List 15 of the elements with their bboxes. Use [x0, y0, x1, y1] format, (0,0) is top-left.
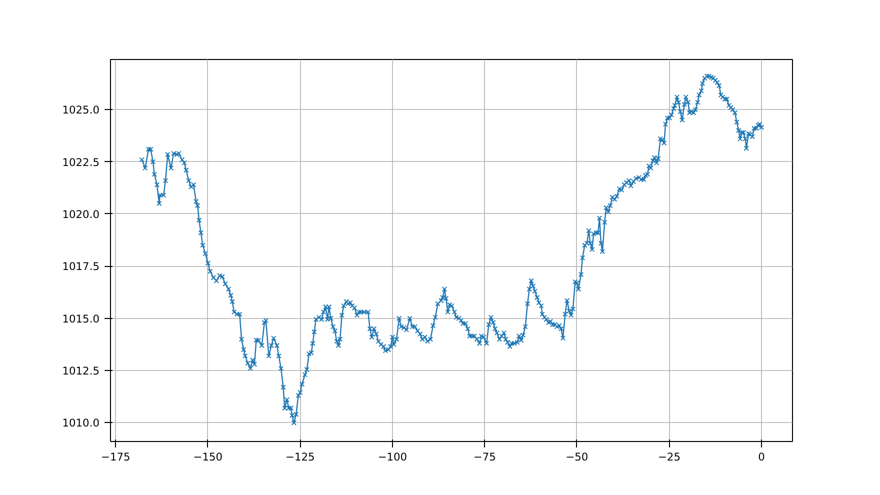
y-tick-label: 1015.0: [62, 312, 100, 326]
x-tick-label: −150: [193, 450, 223, 464]
y-tick-label: 1010.0: [62, 416, 100, 430]
y-tick-label: 1017.5: [62, 260, 100, 274]
y-tick-label: 1022.5: [62, 156, 100, 169]
x-tick-label: −175: [101, 450, 130, 464]
y-tick-label: 1025.0: [62, 104, 100, 117]
y-tick-label: 1020.0: [62, 208, 100, 221]
y-tick-label: 1012.5: [62, 364, 100, 378]
x-tick-label: −50: [566, 450, 588, 464]
x-tick-label: 0: [758, 450, 766, 464]
x-tick-label: −75: [473, 450, 496, 464]
x-tick-label: −100: [378, 450, 408, 464]
x-tick-label: −125: [286, 450, 315, 464]
x-tick-label: −25: [658, 450, 680, 464]
